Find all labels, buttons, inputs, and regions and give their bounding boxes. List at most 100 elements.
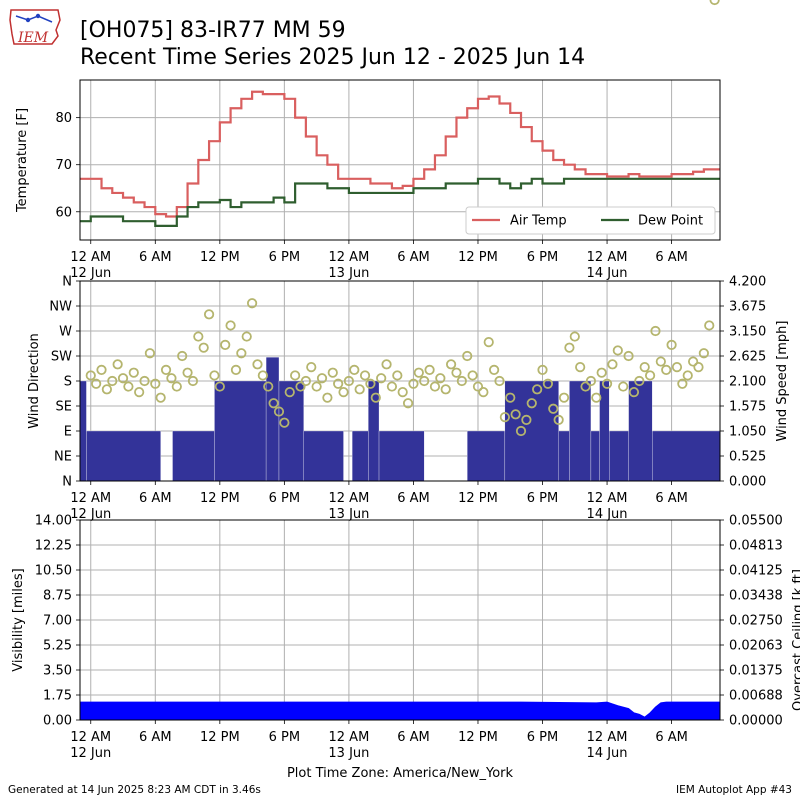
chart-title-line2: Recent Time Series 2025 Jun 12 - 2025 Ju… [80,45,586,70]
wind-direction-point [601,378,613,389]
direction-tick-label: N [62,475,72,490]
wind-direction-point [101,384,112,395]
x-tick-date: 14 Jun [587,746,628,761]
x-tick-date: 13 Jun [328,507,369,522]
wind-direction-point [203,309,215,320]
wind-direction-point [612,345,623,356]
y-tick-label: 60 [55,205,72,220]
wind-direction-point [187,375,199,387]
wind-direction-point [230,364,242,375]
x-tick-label: 12 AM [70,491,111,506]
wind-direction-point [284,387,295,398]
direction-tick-label: SE [56,400,72,415]
wind-direction-point [510,409,521,420]
wind-speed-bar [265,357,280,482]
wind-direction-point [634,375,645,387]
wind-direction-point [569,331,580,342]
x-tick-label: 12 AM [587,491,628,506]
wind-direction-point [263,381,274,392]
x-tick-label: 6 PM [527,491,558,506]
x-tick-label: 12 PM [200,250,240,265]
x-tick-label: 6 PM [269,491,300,506]
wind-direction-point [316,373,328,384]
wind-speed-bar [172,430,215,482]
wind-direction-point [171,381,182,392]
ceiling-tick-label: 0.01375 [729,664,783,679]
wind-direction-point [596,367,607,378]
plot-frame-wind [79,280,721,482]
iowa-map-icon [9,9,61,45]
direction-tick-label: N [62,275,72,290]
wind-direction-point [429,381,441,392]
speed-tick-label: 2.100 [729,375,766,390]
wind-direction-point [290,370,301,381]
wind-direction-point [532,384,543,395]
dew-point-line [80,177,720,227]
wind-direction-point [107,375,118,387]
x-tick-date: 13 Jun [328,746,369,761]
wind-direction-point [435,373,446,384]
wind-direction-point [359,370,371,381]
wind-direction-point [698,348,709,359]
x-tick-date: 14 Jun [587,507,628,522]
wind-direction-point [144,348,156,359]
wind-direction-point [225,320,236,331]
ceiling-tick-label: 0.05500 [729,514,783,529]
ceiling-tick-label: 0.04125 [729,564,783,579]
wind-speed-bar [467,430,506,482]
wind-direction-point [117,373,129,384]
wind-speed-bar [609,430,629,482]
ceiling-tick-label: 0.02750 [729,614,783,629]
wind-direction-point [247,298,258,309]
wind-direction-point [354,384,365,395]
wind-direction-point [704,320,715,331]
x-tick-label: 6 AM [139,730,172,745]
wind-direction-point [241,331,252,342]
wind-direction-point [564,342,575,353]
wind-direction-point [677,378,688,389]
wind-direction-point [521,414,532,425]
y2-axis-label-wind-speed: Wind Speed [mph] [775,321,790,442]
legend-box [465,206,716,235]
wind-direction-point [198,342,209,353]
x-tick-label: 6 PM [269,250,300,265]
wind-direction-point [155,392,166,403]
wind-direction-point [445,359,457,370]
wind-direction-point [214,381,225,392]
wind-speed-bar [214,380,267,482]
wind-direction-point [478,387,489,398]
wind-direction-point [440,384,451,395]
x-tick-label: 12 PM [458,250,498,265]
wind-direction-point [483,337,494,348]
wind-direction-point [553,414,564,425]
y2-axis-label-ceiling: Overcast Ceiling [k ft] [791,569,800,711]
speed-tick-label: 4.200 [729,275,766,290]
wind-direction-point [220,339,231,350]
x-tick-label: 6 AM [139,250,172,265]
logo-text: IEM [18,30,49,46]
wind-direction-point [311,381,322,392]
wind-direction-point [386,381,398,392]
wind-direction-point [91,378,102,389]
x-tick-label: 12 AM [329,491,370,506]
wind-direction-point [419,375,430,387]
wind-direction-point [558,392,570,403]
wind-direction-point [489,364,500,375]
ceiling-tick-label: 0.00688 [729,689,783,704]
wind-direction-point [580,381,591,392]
chart-title-line1: [OH075] 83-IR77 MM 59 [80,18,346,43]
wind-direction-point [693,362,704,373]
x-tick-label: 6 AM [655,730,688,745]
wind-direction-point [236,348,247,359]
wind-direction-point [666,339,677,350]
wind-direction-point [537,364,548,375]
wind-direction-point [370,392,381,403]
wind-direction-point [526,398,537,409]
x-tick-date: 13 Jun [328,266,369,281]
wind-direction-point [515,425,527,437]
wind-direction-point [338,387,349,398]
speed-tick-label: 1.575 [729,400,766,415]
wind-speed-bar [86,430,161,482]
wind-direction-point [591,392,602,403]
